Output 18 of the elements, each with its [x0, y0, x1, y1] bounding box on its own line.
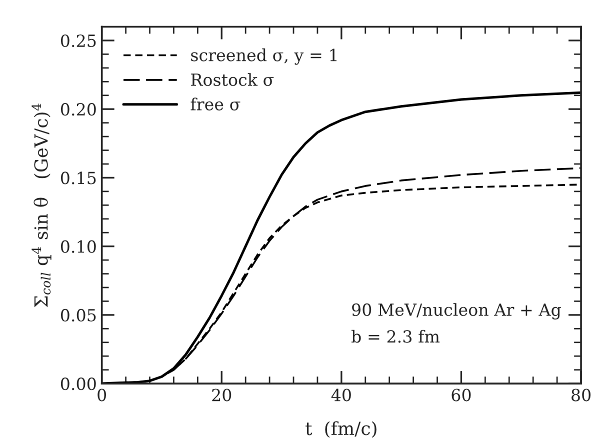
x-tick-label: 80: [572, 388, 591, 402]
legend-label: Rostock σ: [191, 73, 274, 86]
x-tick-label: 60: [452, 388, 471, 402]
legend-label: screened σ, y = 1: [191, 48, 336, 65]
y-tick-label: 0.05: [60, 308, 96, 322]
y-axis-title: Σ$_{coll}$ q$^{4}$ sin θ (GeV/c)$^{4}$: [32, 104, 52, 308]
x-axis-title: t (fm/c): [306, 421, 376, 438]
y-tick-label: 0.20: [60, 103, 96, 116]
y-tick-label: 0.15: [60, 172, 96, 184]
x-tick-label: 40: [331, 388, 351, 402]
y-tick-label: 0.10: [60, 240, 96, 253]
x-tick-label: 20: [212, 388, 232, 402]
y-tick-label: 0.25: [60, 34, 96, 48]
annotation: b = 2.3 fm: [351, 330, 440, 343]
legend-label: free σ: [190, 98, 240, 110]
annotation: 90 MeV/nucleon Ar + Ag: [352, 303, 561, 320]
x-tick-label: 0: [98, 388, 106, 402]
y-tick-label: 0.00: [60, 378, 96, 390]
